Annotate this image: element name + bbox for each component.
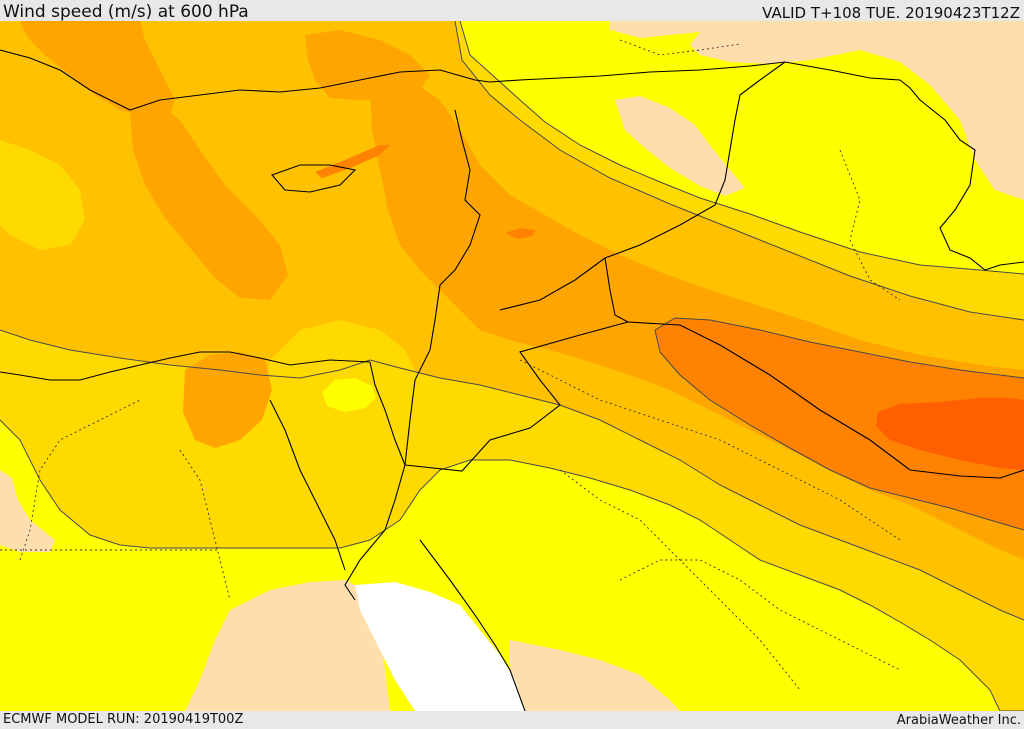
country-borders (0, 49, 1024, 711)
coast-cyprus (271, 164, 357, 193)
band-35-40-jordan (505, 228, 535, 239)
footer-bar: ECMWF MODEL RUN: 20190419T00Z ArabiaWeat… (0, 711, 1024, 729)
coast-gulf-aqaba (344, 464, 406, 601)
border-egypt-sinai-coast (0, 351, 371, 381)
band-30-35-nile (183, 352, 272, 448)
border-israel-egypt (369, 361, 406, 466)
band-30-35-north (20, 21, 175, 118)
coast-red-sea-east (419, 539, 526, 711)
band-15-20-sinai-core (322, 378, 376, 412)
credit: ArabiaWeather Inc. (896, 713, 1021, 728)
band-lt10-red-sea (355, 582, 525, 711)
band-10-15-north (610, 21, 1024, 200)
border-syria-turkey (489, 61, 786, 83)
band-30-35-cyprus (130, 105, 288, 300)
header-bar: Wind speed (m/s) at 600 hPa VALID T+108 … (0, 0, 1024, 21)
border-syria-iraq (499, 61, 786, 311)
band-10-15-syria (615, 96, 745, 196)
valid-time: VALID T+108 TUE. 20190423T12Z (762, 4, 1020, 22)
border-turkey-coast (0, 49, 491, 111)
coast-levant (404, 284, 441, 466)
band-20-25-med (0, 140, 85, 250)
border-syria-lebanon (439, 109, 481, 286)
band-35-40-cyprus (315, 145, 390, 178)
map-title: Wind speed (m/s) at 600 hPa (3, 2, 249, 22)
wind-speed-bands (0, 21, 1024, 711)
border-iraq-iran (784, 61, 1024, 271)
model-run: ECMWF MODEL RUN: 20190419T00Z (3, 712, 244, 727)
border-jordan-iraq-saudi (404, 257, 630, 472)
band-10-15-west-egypt (0, 470, 55, 552)
province-borders (0, 39, 901, 691)
contour-lines (0, 21, 1024, 711)
border-saudi-iraq (627, 321, 1024, 479)
band-35-40-main (655, 318, 1024, 530)
wind-speed-map (0, 21, 1024, 711)
coast-suez (269, 399, 346, 571)
band-10-15-arabia (510, 640, 680, 711)
band-10-15-south (185, 580, 390, 711)
band-gt40-core (876, 398, 1024, 470)
